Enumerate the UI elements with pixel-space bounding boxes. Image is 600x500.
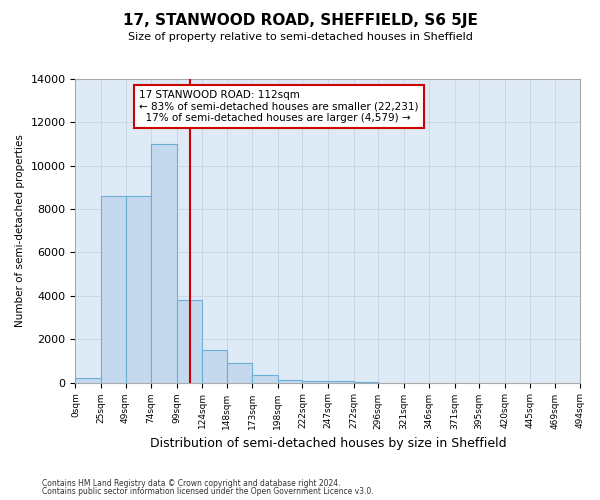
Bar: [202, 350, 227, 382]
Bar: [76, 378, 101, 382]
Text: 17, STANWOOD ROAD, SHEFFIELD, S6 5JE: 17, STANWOOD ROAD, SHEFFIELD, S6 5JE: [122, 12, 478, 28]
X-axis label: Distribution of semi-detached houses by size in Sheffield: Distribution of semi-detached houses by …: [149, 437, 506, 450]
Text: Size of property relative to semi-detached houses in Sheffield: Size of property relative to semi-detach…: [128, 32, 472, 42]
Bar: [176, 300, 202, 382]
Text: Contains public sector information licensed under the Open Government Licence v3: Contains public sector information licen…: [42, 487, 374, 496]
Bar: [278, 380, 302, 382]
Bar: [101, 196, 125, 382]
Bar: [125, 196, 151, 382]
Bar: [151, 144, 176, 382]
Bar: [227, 363, 252, 382]
Y-axis label: Number of semi-detached properties: Number of semi-detached properties: [15, 134, 25, 327]
Bar: [252, 375, 278, 382]
Text: Contains HM Land Registry data © Crown copyright and database right 2024.: Contains HM Land Registry data © Crown c…: [42, 478, 341, 488]
Bar: [302, 381, 328, 382]
Text: 17 STANWOOD ROAD: 112sqm
← 83% of semi-detached houses are smaller (22,231)
  17: 17 STANWOOD ROAD: 112sqm ← 83% of semi-d…: [139, 90, 418, 123]
